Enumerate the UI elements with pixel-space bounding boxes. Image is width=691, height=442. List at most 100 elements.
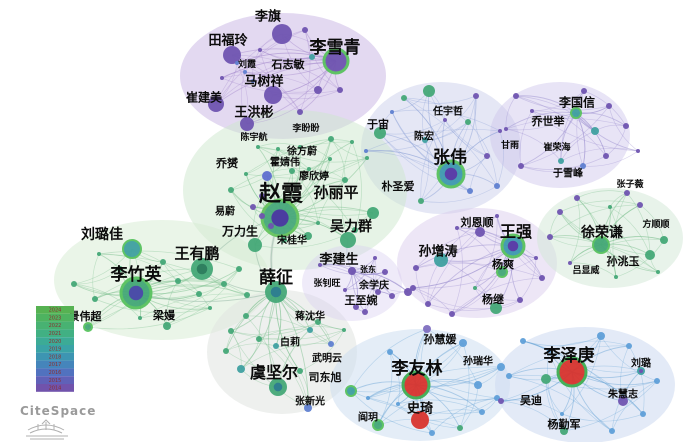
author-node-xurongqian[interactable]: [568, 261, 572, 265]
author-node[interactable]: [276, 147, 280, 151]
author-node-lizegeng[interactable]: [560, 427, 568, 435]
author-node-liyoulin[interactable]: [497, 363, 505, 371]
author-node[interactable]: [298, 145, 302, 149]
author-node[interactable]: [250, 204, 256, 210]
author-node[interactable]: [506, 373, 512, 379]
author-node[interactable]: [342, 328, 346, 332]
author-node[interactable]: [307, 327, 313, 333]
author-node[interactable]: [457, 425, 463, 431]
author-node[interactable]: [530, 109, 534, 113]
author-node-liyoulin[interactable]: [372, 419, 384, 431]
author-node[interactable]: [443, 118, 447, 122]
author-node[interactable]: [654, 378, 660, 384]
author-node[interactable]: [640, 411, 646, 417]
author-node-lizegeng[interactable]: [498, 398, 504, 404]
author-node-xurongqian[interactable]: [624, 190, 630, 196]
author-node-zhaoxia[interactable]: [248, 238, 262, 252]
author-node-lixueqing[interactable]: [272, 24, 292, 44]
author-node[interactable]: [337, 87, 343, 93]
author-node[interactable]: [160, 259, 166, 265]
author-node[interactable]: [220, 76, 224, 80]
author-node[interactable]: [484, 153, 490, 159]
author-node-lizhuying[interactable]: [83, 322, 93, 332]
author-node[interactable]: [603, 153, 609, 159]
author-node[interactable]: [479, 409, 485, 415]
author-node-liyoulin[interactable]: [411, 411, 429, 429]
author-node[interactable]: [560, 412, 564, 416]
author-node[interactable]: [97, 252, 101, 256]
author-node[interactable]: [262, 171, 272, 181]
author-node-lizegeng[interactable]: [556, 356, 588, 388]
author-node[interactable]: [256, 336, 262, 342]
author-node[interactable]: [302, 27, 308, 33]
author-node[interactable]: [581, 88, 587, 94]
author-node-xurongqian[interactable]: [592, 236, 610, 254]
author-node[interactable]: [418, 198, 424, 204]
author-node[interactable]: [350, 140, 354, 144]
author-node[interactable]: [328, 157, 332, 161]
author-node[interactable]: [494, 183, 500, 189]
author-node[interactable]: [608, 205, 612, 209]
author-node[interactable]: [636, 149, 640, 153]
author-node[interactable]: [314, 86, 322, 94]
author-node[interactable]: [597, 332, 605, 340]
author-node[interactable]: [473, 286, 477, 290]
author-node[interactable]: [352, 227, 358, 233]
author-node[interactable]: [473, 93, 479, 99]
author-node[interactable]: [495, 214, 499, 218]
author-node[interactable]: [297, 109, 303, 115]
author-node[interactable]: [367, 207, 379, 219]
author-node[interactable]: [609, 428, 615, 434]
author-node[interactable]: [328, 341, 334, 347]
author-node[interactable]: [623, 123, 629, 129]
author-node[interactable]: [396, 402, 400, 406]
author-node[interactable]: [268, 223, 274, 229]
author-node[interactable]: [328, 136, 334, 142]
author-node[interactable]: [318, 263, 322, 267]
author-node[interactable]: [243, 313, 249, 319]
author-node[interactable]: [404, 288, 412, 296]
author-node[interactable]: [362, 309, 368, 315]
author-node-lixueqing[interactable]: [322, 47, 350, 75]
author-node[interactable]: [196, 291, 202, 297]
author-node[interactable]: [259, 213, 265, 219]
author-node[interactable]: [307, 167, 311, 171]
author-node-zhangwei[interactable]: [465, 119, 471, 125]
author-node[interactable]: [316, 221, 320, 225]
author-node[interactable]: [251, 79, 255, 83]
author-node[interactable]: [423, 325, 431, 333]
author-node[interactable]: [401, 95, 407, 101]
author-node-xurongqian[interactable]: [645, 250, 655, 260]
author-node-lixueqing[interactable]: [223, 46, 241, 64]
author-node[interactable]: [626, 343, 632, 349]
author-node-lixueqing[interactable]: [208, 96, 224, 112]
author-node[interactable]: [342, 177, 348, 183]
author-node[interactable]: [259, 193, 265, 199]
author-node[interactable]: [547, 349, 551, 353]
author-node[interactable]: [92, 296, 98, 302]
author-node[interactable]: [547, 234, 553, 240]
author-node[interactable]: [236, 266, 242, 272]
author-node-zhaoxia[interactable]: [340, 232, 356, 248]
author-node[interactable]: [429, 430, 435, 436]
author-node-lijiansheng[interactable]: [348, 267, 356, 275]
author-node[interactable]: [449, 311, 455, 317]
author-node[interactable]: [558, 158, 564, 164]
author-node[interactable]: [228, 187, 234, 193]
author-node[interactable]: [423, 85, 435, 97]
author-node[interactable]: [390, 110, 394, 114]
author-node[interactable]: [574, 195, 580, 201]
author-node[interactable]: [539, 275, 545, 281]
author-node-lixueqing[interactable]: [240, 117, 254, 131]
author-node-lizegeng[interactable]: [618, 396, 628, 406]
author-node[interactable]: [244, 172, 248, 176]
author-node-xuezheng-yujianer[interactable]: [304, 404, 312, 412]
author-node-liguoxin[interactable]: [580, 163, 586, 169]
author-node[interactable]: [413, 265, 419, 271]
author-node[interactable]: [410, 285, 416, 291]
author-node[interactable]: [365, 156, 369, 160]
author-node[interactable]: [343, 288, 347, 292]
author-node[interactable]: [474, 381, 482, 389]
author-node[interactable]: [541, 374, 551, 384]
author-node-liyoulin[interactable]: [345, 385, 357, 397]
